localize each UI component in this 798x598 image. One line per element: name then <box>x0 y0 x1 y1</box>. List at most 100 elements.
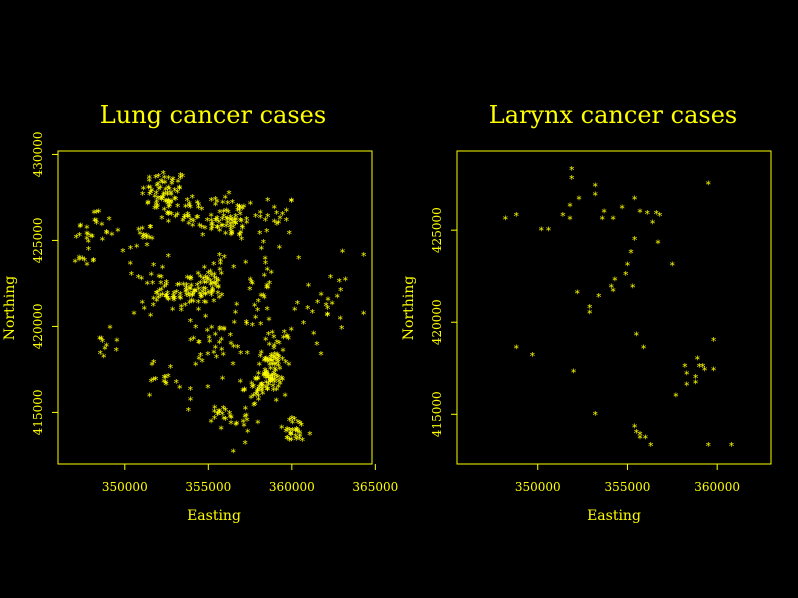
lung-case-point: * <box>268 378 273 389</box>
lung-case-point: * <box>266 284 271 295</box>
lung-case-point: * <box>210 288 215 299</box>
lung-case-point: * <box>240 387 245 398</box>
lung-case-point: * <box>213 195 218 206</box>
lung-case-point: * <box>149 378 154 389</box>
lung-case-point: * <box>262 294 267 305</box>
lung-case-point: * <box>234 216 239 227</box>
lung-case-point: * <box>286 361 291 372</box>
lung-case-point: * <box>215 224 220 235</box>
lung-case-point: * <box>220 410 225 421</box>
lung-case-point: * <box>221 213 226 224</box>
lung-case-point: * <box>340 248 345 259</box>
lung-case-point: * <box>136 274 141 285</box>
lung-case-point: * <box>195 199 200 210</box>
lung-case-point: * <box>240 224 245 235</box>
lung-case-point: * <box>94 217 99 228</box>
lung-case-point: * <box>249 394 254 405</box>
lung-case-point: * <box>241 418 246 429</box>
lung-case-point: * <box>177 185 182 196</box>
lung-case-point: * <box>206 275 211 286</box>
lung-case-point: * <box>273 367 278 378</box>
lung-case-point: * <box>184 281 189 292</box>
lung-case-point: * <box>255 419 260 430</box>
lung-case-point: * <box>166 197 171 208</box>
larynx-case-point: * <box>706 442 711 453</box>
lung-case-point: * <box>219 336 224 347</box>
lung-case-point: * <box>255 375 260 386</box>
lung-case-point: * <box>223 407 228 418</box>
larynx-y-tick-label: 415000 <box>430 391 444 437</box>
lung-case-point: * <box>175 188 180 199</box>
larynx-case-point: * <box>539 226 544 237</box>
lung-case-point: * <box>211 298 216 309</box>
lung-case-point: * <box>295 419 300 430</box>
lung-case-point: * <box>207 338 212 349</box>
lung-case-point: * <box>278 380 283 391</box>
lung-case-point: * <box>166 204 171 215</box>
lung-case-point: * <box>166 373 171 384</box>
lung-case-point: * <box>209 324 214 335</box>
lung-case-point: * <box>305 305 310 316</box>
lung-case-point: * <box>163 179 168 190</box>
larynx-case-point: * <box>693 374 698 385</box>
lung-case-point: * <box>290 419 295 430</box>
lung-case-point: * <box>289 197 294 208</box>
lung-case-point: * <box>104 342 109 353</box>
lung-case-point: * <box>196 286 201 297</box>
lung-case-point: * <box>211 349 216 360</box>
lung-case-point: * <box>168 364 173 375</box>
lung-case-point: * <box>264 355 269 366</box>
lung-case-point: * <box>159 286 164 297</box>
lung-case-point: * <box>163 374 168 385</box>
lung-case-point: * <box>144 234 149 245</box>
lung-case-point: * <box>151 376 156 387</box>
lung-case-point: * <box>164 380 169 391</box>
lung-case-point: * <box>250 322 255 333</box>
lung-case-point: * <box>233 220 238 231</box>
lung-case-point: * <box>165 189 170 200</box>
larynx-case-point: * <box>560 211 565 222</box>
lung-case-point: * <box>203 286 208 297</box>
lung-case-point: * <box>152 193 157 204</box>
lung-case-point: * <box>287 437 292 448</box>
lung-case-point: * <box>289 198 294 209</box>
lung-case-point: * <box>255 387 260 398</box>
lung-case-point: * <box>220 223 225 234</box>
lung-case-point: * <box>243 439 248 450</box>
larynx-case-point: * <box>602 208 607 219</box>
larynx-case-point: * <box>623 270 628 281</box>
lung-case-point: * <box>188 396 193 407</box>
lung-case-point: * <box>284 207 289 218</box>
lung-case-point: * <box>195 214 200 225</box>
lung-case-point: * <box>249 380 254 391</box>
lung-case-point: * <box>149 187 154 198</box>
lung-case-point: * <box>163 186 168 197</box>
lung-case-point: * <box>224 215 229 226</box>
lung-case-point: * <box>196 299 201 310</box>
lung-case-point: * <box>73 258 78 269</box>
lung-case-point: * <box>217 294 222 305</box>
lung-case-point: * <box>264 368 269 379</box>
larynx-case-point: * <box>514 344 519 355</box>
lung-case-point: * <box>228 226 233 237</box>
lung-points: *************** *************** **********… <box>73 170 367 459</box>
larynx-case-point: * <box>711 337 716 348</box>
lung-case-point: * <box>197 339 202 350</box>
lung-case-point: * <box>231 361 236 372</box>
lung-case-point: * <box>274 220 279 231</box>
lung-case-point: * <box>293 427 298 438</box>
lung-case-point: * <box>326 296 331 307</box>
lung-case-point: * <box>268 378 273 389</box>
larynx-case-point: * <box>575 289 580 300</box>
lung-case-point: * <box>259 245 264 256</box>
lung-case-point: * <box>160 291 165 302</box>
lung-case-point: * <box>251 383 256 394</box>
larynx-case-point: * <box>609 283 614 294</box>
lung-case-point: * <box>177 384 182 395</box>
lung-case-point: * <box>159 214 164 225</box>
lung-case-point: * <box>235 207 240 218</box>
larynx-x-tick-label: 350000 <box>515 480 561 494</box>
lung-case-point: * <box>164 293 169 304</box>
lung-case-point: * <box>283 392 288 403</box>
lung-case-point: * <box>249 279 254 290</box>
